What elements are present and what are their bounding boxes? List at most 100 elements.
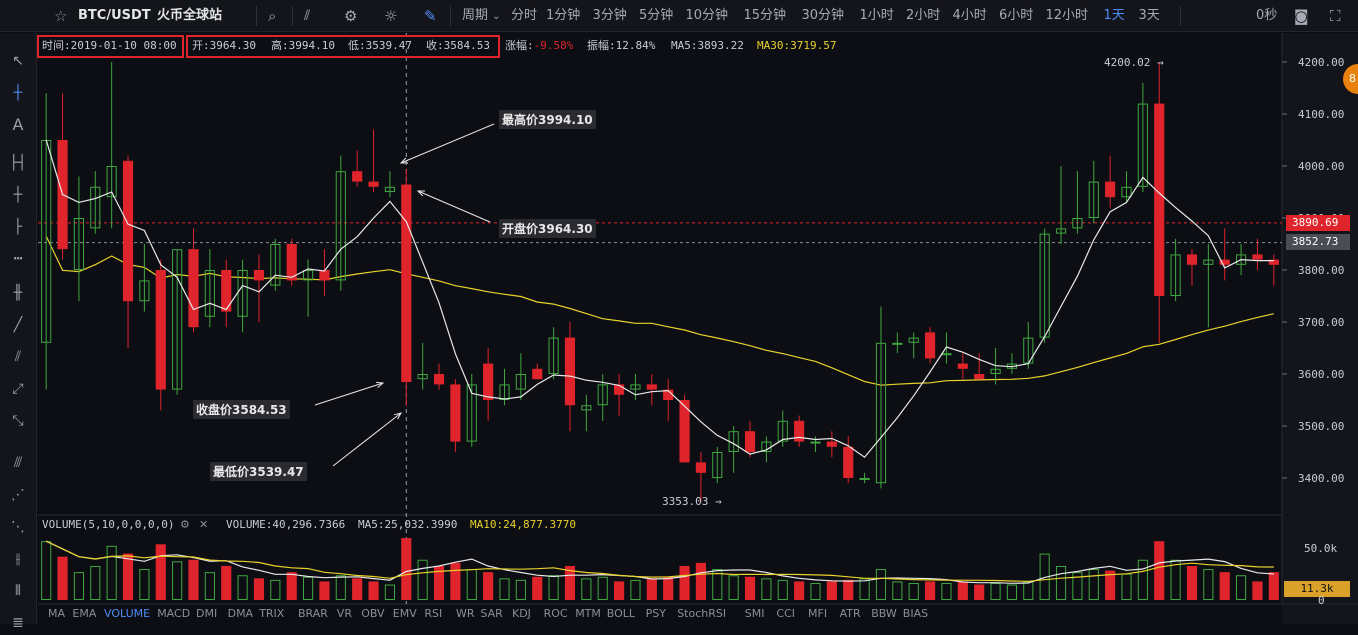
volume-bar xyxy=(548,575,559,601)
fib-channel-icon[interactable]: ⫻ xyxy=(13,455,23,471)
indicator-kdj[interactable]: KDJ xyxy=(512,607,531,620)
timeframe-4小时[interactable]: 4小时 xyxy=(952,8,987,23)
volume-bar xyxy=(564,565,576,600)
candle-body xyxy=(1105,181,1116,198)
pitchfork-icon[interactable]: ⋰ xyxy=(11,487,25,503)
bars-pattern-icon[interactable]: ⦀ xyxy=(14,583,22,599)
vertical-line-icon[interactable]: ╫ xyxy=(13,285,23,301)
annotation-arrow-head xyxy=(399,157,409,164)
volume-bar xyxy=(1072,572,1083,601)
trend-line-icon[interactable]: ╱ xyxy=(13,317,23,333)
indicator-boll[interactable]: BOLL xyxy=(606,607,636,620)
timeframe-1天[interactable]: 1天 xyxy=(1103,8,1125,23)
indicator-ma[interactable]: MA xyxy=(48,607,66,620)
fullscreen-icon[interactable]: ⛶ xyxy=(1330,7,1341,25)
timeframe-6小时[interactable]: 6小时 xyxy=(999,8,1034,23)
indicator-bbw[interactable]: BBW xyxy=(871,607,897,620)
volume-bar xyxy=(57,556,68,600)
star-icon[interactable]: ☆ xyxy=(54,7,68,25)
indicator-vr[interactable]: VR xyxy=(336,607,352,620)
indicator-bias[interactable]: BIAS xyxy=(902,607,929,620)
candle-body xyxy=(253,270,265,281)
crosshair-icon[interactable]: ┼ xyxy=(13,85,23,101)
candle-body xyxy=(1121,186,1132,198)
indicator-mfi[interactable]: MFI xyxy=(808,607,828,620)
timeframe-3天[interactable]: 3天 xyxy=(1138,8,1160,23)
indicator-brar[interactable]: BRAR xyxy=(298,607,328,620)
period-dropdown[interactable]: 周期 ⌄ xyxy=(462,0,501,32)
gann-icon[interactable]: ⫲ xyxy=(15,551,21,567)
horizontal-line-icon[interactable]: ┼ xyxy=(13,187,23,203)
timeframe-5分钟[interactable]: 5分钟 xyxy=(639,8,674,23)
volume-bar xyxy=(892,581,903,601)
segment-icon[interactable]: ├ xyxy=(13,219,23,235)
indicator-icon[interactable]: ⫽ xyxy=(304,8,311,24)
indicator-wr[interactable]: WR xyxy=(456,607,475,620)
extended-line-icon[interactable]: ⤡ xyxy=(12,413,24,429)
timeframe-3分钟[interactable]: 3分钟 xyxy=(592,8,627,23)
indicator-atr[interactable]: ATR xyxy=(839,607,861,620)
candle-body xyxy=(679,400,690,463)
volume-ma5: MA5:25,032.3990 xyxy=(358,518,458,531)
draw-pen-icon[interactable]: ✎ xyxy=(424,7,437,25)
volume-bar xyxy=(499,578,510,600)
indicator-ema[interactable]: EMA xyxy=(72,607,97,620)
ray-icon[interactable]: ⤢ xyxy=(12,381,24,397)
search-icon[interactable]: ⌕ xyxy=(268,7,277,25)
volume-bar xyxy=(826,581,837,600)
indicator-smi[interactable]: SMI xyxy=(744,607,765,620)
indicator-emv[interactable]: EMV xyxy=(392,607,417,620)
horizontal-ray-icon[interactable]: ├┤ xyxy=(9,155,27,171)
timeframe-10分钟[interactable]: 10分钟 xyxy=(685,8,729,23)
ma30-polyline xyxy=(45,235,1274,386)
timeframe-1小时[interactable]: 1小时 xyxy=(859,8,894,23)
timeframe-12小时[interactable]: 12小时 xyxy=(1045,8,1089,23)
candle-body xyxy=(483,363,494,400)
candle-body xyxy=(237,270,248,317)
gear-icon[interactable]: ⚙ xyxy=(344,7,358,25)
timeframe-1分钟[interactable]: 1分钟 xyxy=(546,8,581,23)
volume-bar xyxy=(253,578,265,600)
indicator-stochrsi[interactable]: StochRSI xyxy=(677,607,727,620)
indicator-obv[interactable]: OBV xyxy=(361,607,385,620)
annotation-arrow-head xyxy=(394,412,403,420)
volume-bar xyxy=(990,582,1001,601)
indicator-volume[interactable]: VOLUME xyxy=(104,607,151,620)
candle-body xyxy=(630,384,641,390)
timeframe-15分钟[interactable]: 15分钟 xyxy=(743,8,787,23)
indicator-dmi[interactable]: DMI xyxy=(196,607,218,620)
volume-bar xyxy=(1268,572,1279,600)
fib-fan-icon[interactable]: ⋱ xyxy=(11,519,25,535)
indicator-rsi[interactable]: RSI xyxy=(424,607,443,620)
indicator-dma[interactable]: DMA xyxy=(227,607,254,620)
timeframe-分时[interactable]: 分时 xyxy=(511,8,538,23)
indicator-cci[interactable]: CCI xyxy=(776,607,795,620)
camera-icon[interactable]: ◙ xyxy=(1294,7,1309,25)
volume-axis-tick: 50.0k xyxy=(1304,542,1338,555)
theme-icon[interactable]: ☼ xyxy=(384,7,398,25)
cursor-icon[interactable]: ↖ xyxy=(12,53,24,69)
price-tick-label: 4000.00 xyxy=(1298,160,1344,173)
candle-body xyxy=(744,431,756,452)
fib-retracement-icon[interactable]: ≣ xyxy=(12,615,24,631)
volume-settings-icon[interactable]: ⚙ xyxy=(180,518,190,531)
notification-badge[interactable]: 8 xyxy=(1343,64,1358,94)
indicator-psy[interactable]: PSY xyxy=(645,607,666,620)
indicator-roc[interactable]: ROC xyxy=(543,607,568,620)
volume-ma10: MA10:24,877.3770 xyxy=(470,518,576,531)
text-icon[interactable]: A xyxy=(12,115,24,134)
timeframe-2小时[interactable]: 2小时 xyxy=(906,8,941,23)
indicator-trix[interactable]: TRIX xyxy=(259,607,285,620)
indicator-sar[interactable]: SAR xyxy=(480,607,503,620)
indicator-mtm[interactable]: MTM xyxy=(575,607,601,620)
price-range-icon[interactable]: ┅ xyxy=(13,251,23,267)
candles xyxy=(41,61,1279,503)
symbol-label[interactable]: BTC/USDT xyxy=(78,8,151,23)
parallel-channel-icon[interactable]: ⫽ xyxy=(14,349,22,365)
timeframe-30分钟[interactable]: 30分钟 xyxy=(801,8,845,23)
volume-close-icon[interactable]: ✕ xyxy=(199,518,209,531)
candle-body xyxy=(581,405,592,411)
indicator-macd[interactable]: MACD xyxy=(157,607,191,620)
candle-body xyxy=(139,280,150,302)
